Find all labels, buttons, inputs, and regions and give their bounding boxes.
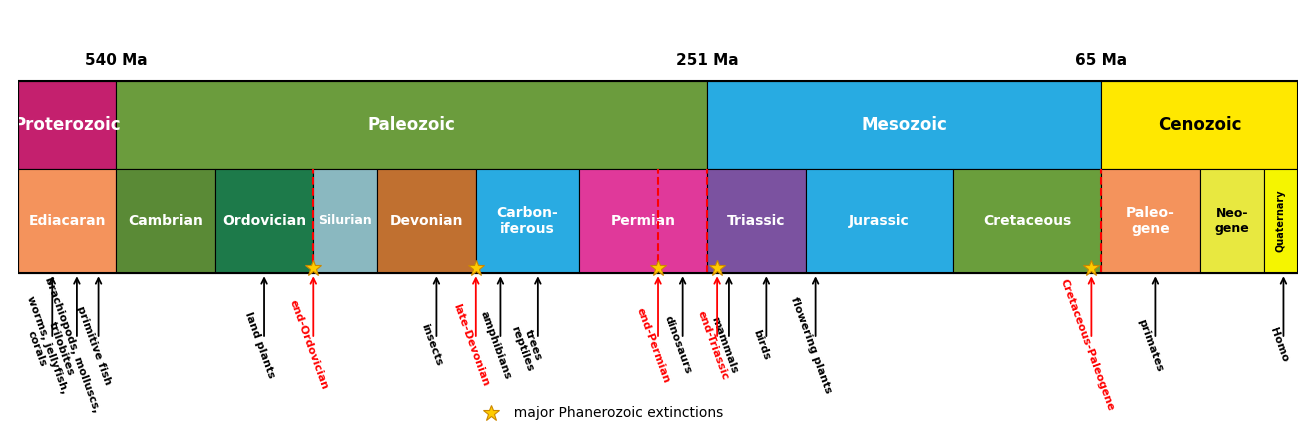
Text: mammals: mammals <box>709 315 739 375</box>
Bar <box>18 81 116 169</box>
Text: amphibians: amphibians <box>479 309 513 381</box>
Text: Cambrian: Cambrian <box>127 214 203 228</box>
Bar <box>116 81 708 169</box>
Text: Homo: Homo <box>1268 326 1289 363</box>
Bar <box>18 169 116 273</box>
Text: Ordovician: Ordovician <box>222 214 306 228</box>
Text: late-Devonian: late-Devonian <box>451 302 490 388</box>
Bar <box>1200 169 1263 273</box>
Text: Jurassic: Jurassic <box>850 214 909 228</box>
Bar <box>1101 81 1298 169</box>
Text: dinosaurs: dinosaurs <box>662 314 693 375</box>
Text: Cretaceous-Paleogene: Cretaceous-Paleogene <box>1058 278 1115 412</box>
Text: primitive fish: primitive fish <box>75 304 113 386</box>
Text: Silurian: Silurian <box>319 214 372 228</box>
Bar <box>377 169 476 273</box>
Text: trees
reptiles: trees reptiles <box>510 321 546 373</box>
Text: worms, jellyfish,
corals: worms, jellyfish, corals <box>14 295 70 399</box>
Text: end-Permian: end-Permian <box>635 306 671 384</box>
Text: 251 Ma: 251 Ma <box>677 53 739 68</box>
Bar <box>1263 169 1298 273</box>
Bar <box>116 169 215 273</box>
Text: Quaternary: Quaternary <box>1276 190 1285 252</box>
Text: end-Triassic: end-Triassic <box>695 309 730 381</box>
Text: insects: insects <box>419 322 444 367</box>
Text: flowering plants: flowering plants <box>788 295 833 395</box>
Bar <box>215 169 314 273</box>
Bar <box>1101 169 1200 273</box>
Text: Permian: Permian <box>610 214 675 228</box>
Bar <box>708 81 1101 169</box>
Text: primates: primates <box>1137 317 1164 373</box>
Text: Paleo-
gene: Paleo- gene <box>1127 206 1175 236</box>
Bar <box>708 169 805 273</box>
Text: Cenozoic: Cenozoic <box>1158 116 1241 134</box>
Text: land plants: land plants <box>243 310 276 379</box>
Text: Proterozoic: Proterozoic <box>13 116 121 134</box>
Bar <box>954 169 1101 273</box>
Text: Cretaceous: Cretaceous <box>984 214 1072 228</box>
Text: Mesozoic: Mesozoic <box>861 116 947 134</box>
Bar <box>579 169 708 273</box>
Bar <box>18 81 1298 273</box>
Text: 540 Ma: 540 Ma <box>85 53 147 68</box>
Text: brachiopods, molluscs,
trilobites: brachiopods, molluscs, trilobites <box>33 276 101 418</box>
Text: Devonian: Devonian <box>390 214 463 228</box>
Bar <box>314 169 377 273</box>
Text: Ediacaran: Ediacaran <box>29 214 105 228</box>
Text: major Phanerozoic extinctions: major Phanerozoic extinctions <box>505 406 723 420</box>
Text: Triassic: Triassic <box>727 214 786 228</box>
Text: birds: birds <box>752 328 771 362</box>
Text: Neo-
gene: Neo- gene <box>1214 207 1249 235</box>
Bar <box>476 169 579 273</box>
Text: Carbon-
iferous: Carbon- iferous <box>497 206 558 236</box>
Text: end-Ordovician: end-Ordovician <box>288 298 329 391</box>
Text: Paleozoic: Paleozoic <box>368 116 455 134</box>
Text: 65 Ma: 65 Ma <box>1075 53 1127 68</box>
Bar <box>805 169 954 273</box>
